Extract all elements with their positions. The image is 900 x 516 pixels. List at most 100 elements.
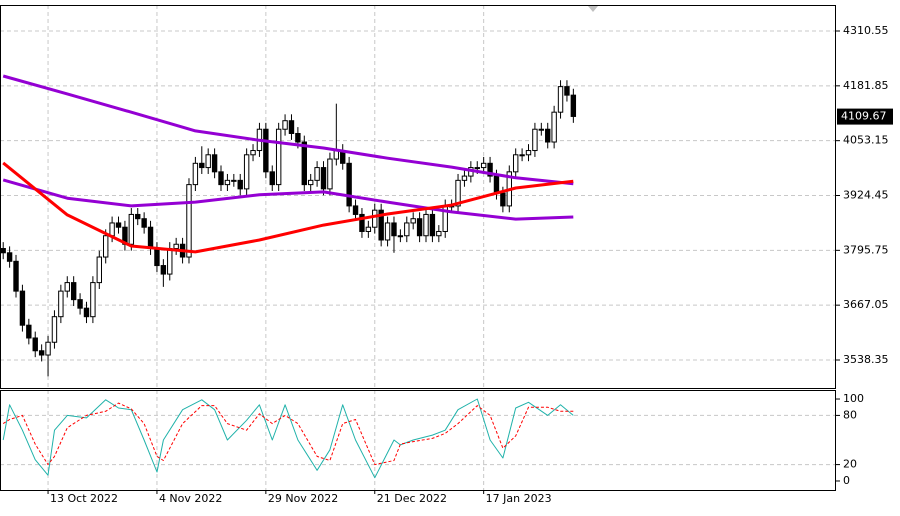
candle-body [423,213,429,237]
candle-body [288,120,295,134]
y-tick-label: 3924.45 [843,188,889,201]
candle-body [243,154,250,190]
candle-body [90,282,96,318]
candle-body [205,154,211,169]
candle-body [192,162,199,186]
candle-body [461,175,468,181]
candle-body [474,167,480,170]
candle-body [199,162,205,169]
y-tick-label: 0 [843,474,850,487]
candle-body [532,128,538,152]
candle-body [250,150,256,156]
candle-body [26,324,32,339]
candle-body [128,213,135,245]
candle-body [173,243,179,250]
candle-body [512,154,519,173]
candle-body [186,184,192,258]
candle-body [237,179,243,190]
candle-body [147,226,154,250]
candle-body [77,299,83,309]
candle-body [295,132,301,143]
candle-body [564,86,570,96]
candle-body [410,218,416,224]
x-tick-label: 29 Nov 2022 [268,492,338,505]
candle-body [416,218,423,237]
y-tick-label: 3795.75 [843,243,889,256]
candle-body [519,154,525,157]
candle-body [307,179,314,186]
candle-body [19,290,26,326]
candle-body [231,179,237,182]
candle-body [333,150,340,160]
y-tick-label: 4053.15 [843,134,889,147]
candle-body [378,209,384,241]
candle-body [58,290,64,318]
y-tick-label: 3538.35 [843,353,889,366]
candle-body [70,282,77,301]
candle-body [320,167,327,190]
candle-body [327,158,333,190]
candle-body [141,218,147,228]
x-tick-label: 21 Dec 2022 [377,492,447,505]
last-price-box [837,108,893,125]
y-tick-label: 3667.05 [843,298,889,311]
candle-body [372,209,378,228]
y-tick-label: 4181.85 [843,79,889,92]
candle-body [487,162,493,177]
x-tick-label: 13 Oct 2022 [50,492,118,505]
last-price-label: 4109.67 [841,110,887,123]
candle-body [455,179,461,207]
candle-body [115,222,122,228]
candle-body [45,341,51,356]
y-tick-label: 100 [843,392,864,405]
candle-body [109,222,115,237]
x-tick-label: 17 Jan 2023 [486,492,552,505]
candle-body [365,226,372,232]
candle-body [570,94,577,117]
candle-body [13,260,19,292]
candle-body [493,175,500,194]
candle-body [211,154,218,173]
candle-body [500,192,506,207]
shift-marker [588,6,598,12]
candle-body [0,248,6,254]
series-line [2,161,574,254]
candle-body [51,316,58,343]
candle-body [352,205,359,215]
candle-body [135,213,141,220]
x-tick-label: 4 Nov 2022 [159,492,222,505]
candle-body [6,252,13,262]
series-line [2,178,574,221]
candle-body [551,111,557,143]
candle-body [436,230,442,237]
candle-body [103,235,109,258]
candle-body [167,248,173,275]
y-tick-label: 20 [843,458,857,471]
candle-body [160,265,167,275]
panel-frame [0,390,836,491]
candle-body [275,128,282,186]
candle-body [391,222,397,237]
candle-body [525,150,532,156]
panel-frame [0,5,836,389]
candle-body [64,282,70,292]
series-line [2,74,574,186]
candle-body [397,235,404,238]
candle-body [218,171,224,186]
candle-body [263,128,269,173]
candle-body [359,213,365,232]
candle-body [480,162,487,169]
candle-body [538,128,545,131]
y-tick-label: 4310.55 [843,24,889,37]
y-tick-label: 80 [843,408,857,421]
candle-body [32,337,38,352]
candle-body [96,256,102,284]
candle-body [346,162,352,207]
candle-body [38,350,45,356]
candle-body [404,222,410,237]
candle-body [557,86,564,113]
candle-body [429,213,436,237]
candle-body [83,307,90,318]
